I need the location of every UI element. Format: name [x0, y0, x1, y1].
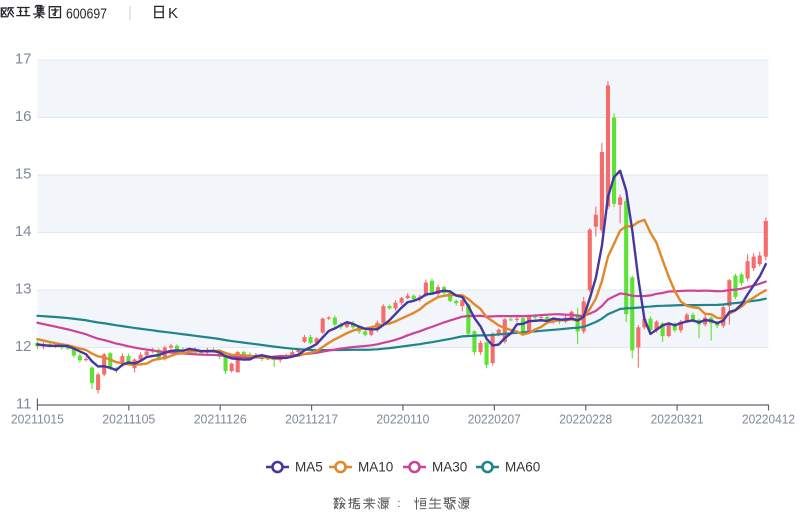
svg-text:K: K — [168, 5, 178, 22]
svg-text:20211126: 20211126 — [194, 412, 247, 427]
svg-text:15: 15 — [15, 166, 32, 183]
svg-text:20211217: 20211217 — [285, 412, 338, 427]
svg-text:MA60: MA60 — [505, 460, 540, 475]
svg-text:16: 16 — [15, 108, 32, 125]
svg-text:MA5: MA5 — [295, 460, 323, 475]
svg-text:20220321: 20220321 — [651, 412, 704, 427]
svg-text:12: 12 — [15, 338, 32, 355]
svg-text:20220110: 20220110 — [376, 412, 429, 427]
svg-text:MA10: MA10 — [358, 460, 393, 475]
svg-text:20211105: 20211105 — [102, 412, 155, 427]
svg-text:600697: 600697 — [66, 7, 107, 23]
svg-text:14: 14 — [15, 223, 32, 240]
svg-text:11: 11 — [16, 396, 32, 413]
svg-text:20220228: 20220228 — [559, 412, 612, 427]
svg-text:13: 13 — [15, 281, 32, 298]
svg-text:17: 17 — [15, 51, 32, 68]
svg-text:20211015: 20211015 — [11, 412, 64, 427]
svg-text:20220207: 20220207 — [468, 412, 521, 427]
svg-text:20220412: 20220412 — [742, 412, 795, 427]
svg-text:MA30: MA30 — [432, 460, 467, 475]
